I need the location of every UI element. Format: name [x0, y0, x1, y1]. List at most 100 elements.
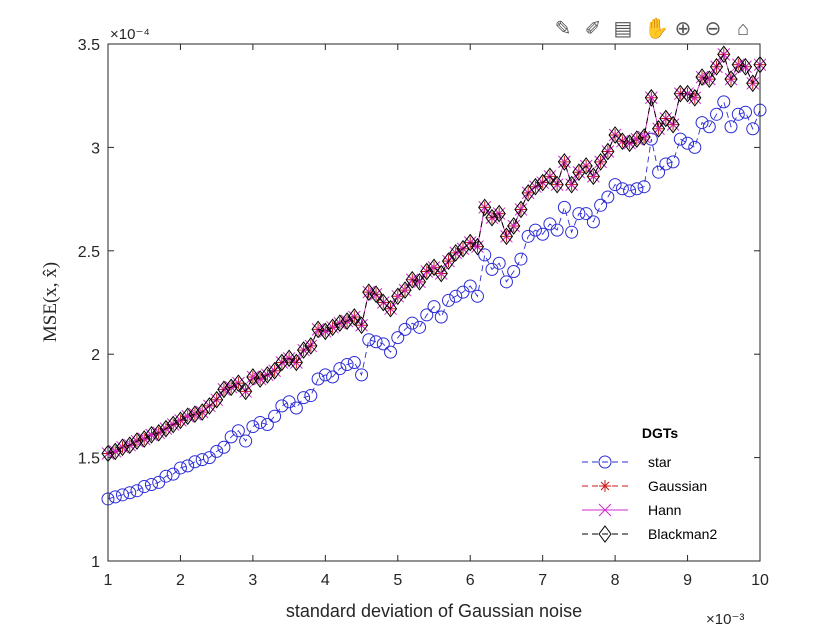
data-point	[586, 167, 601, 186]
zoom-out-icon[interactable]: ⊖	[704, 18, 722, 40]
data-point	[739, 105, 753, 119]
data-point	[528, 223, 542, 237]
axis-ticks: 1 2 3 4 5 6 7 8 9 10 1 1.5 2 2.5 3 3.5	[78, 37, 769, 589]
data-point	[630, 130, 644, 148]
data-point	[188, 407, 202, 421]
data-point	[108, 442, 122, 461]
y-tick-label: 3.5	[78, 37, 100, 54]
data-point	[565, 225, 579, 239]
x-tick-label: 6	[466, 572, 475, 589]
data-point	[651, 119, 666, 138]
series-line	[107, 53, 761, 454]
data-point	[673, 84, 687, 103]
data-point	[166, 415, 180, 434]
data-point	[565, 175, 579, 194]
data-point	[507, 219, 521, 233]
data-point	[376, 337, 390, 351]
data-point	[550, 175, 564, 194]
data-point	[688, 91, 702, 105]
y-tick-label: 2.5	[78, 244, 100, 261]
data-point	[586, 215, 600, 229]
data-point	[275, 353, 289, 372]
data-point	[572, 207, 586, 221]
data-point	[144, 426, 159, 444]
data-point	[326, 370, 340, 384]
data-point	[652, 165, 666, 179]
data-point	[427, 300, 441, 314]
plot-frame	[107, 43, 761, 562]
data-point	[412, 272, 427, 291]
data-point	[239, 434, 253, 448]
data-point	[239, 382, 253, 401]
data-point	[123, 436, 137, 455]
data-point	[695, 116, 709, 130]
data-point	[441, 252, 456, 270]
data-point	[369, 335, 383, 349]
data-point	[485, 208, 499, 227]
series-line	[107, 100, 761, 500]
data-point	[413, 275, 426, 289]
data-point	[115, 438, 130, 457]
series-star	[101, 95, 767, 506]
data-point	[702, 72, 716, 86]
data-point	[478, 248, 492, 262]
data-point	[188, 405, 202, 424]
data-point	[405, 316, 419, 330]
data-point	[558, 155, 571, 169]
data-point	[326, 320, 339, 334]
data-point	[427, 258, 441, 277]
data-point	[347, 308, 361, 326]
home-icon[interactable]: ⌂	[736, 18, 750, 40]
data-tips-icon[interactable]: ▤	[613, 18, 633, 40]
data-point	[514, 252, 528, 266]
data-point	[441, 293, 455, 307]
edit-plot-icon[interactable]: ✎	[554, 18, 572, 40]
data-point	[369, 285, 383, 304]
data-point	[623, 184, 637, 198]
data-point	[499, 275, 513, 289]
data-point	[478, 198, 492, 217]
y-tick-label: 2	[91, 347, 100, 364]
legend-box	[572, 446, 752, 550]
brush-icon[interactable]: ✐	[584, 18, 602, 40]
data-point	[159, 469, 173, 483]
data-point	[565, 178, 578, 191]
data-point	[659, 157, 673, 171]
pan-hand-icon[interactable]: ✋	[644, 18, 669, 40]
legend-entry-label: Blackman2	[648, 526, 717, 542]
data-point	[709, 57, 724, 76]
data-point	[673, 132, 687, 146]
data-point	[514, 200, 528, 219]
y-tick-label: 1	[91, 554, 100, 571]
data-point	[470, 237, 485, 256]
data-point	[738, 57, 753, 76]
data-point	[608, 126, 622, 144]
data-point	[253, 370, 267, 388]
y-axis-label: MSE(x, x̂)	[40, 262, 61, 342]
zoom-in-icon[interactable]: ⊕	[674, 18, 692, 40]
data-point	[231, 424, 245, 438]
data-point	[579, 207, 593, 221]
data-point	[507, 217, 521, 235]
data-point	[354, 316, 369, 335]
data-point	[181, 409, 195, 423]
data-point	[181, 407, 195, 426]
data-point	[622, 134, 637, 153]
x-tick-label: 5	[393, 572, 402, 589]
data-point	[362, 333, 376, 347]
data-point	[731, 58, 745, 72]
data-point	[224, 378, 238, 397]
x-axis-label: standard deviation of Gaussian noise	[286, 601, 582, 621]
data-point	[340, 312, 354, 330]
data-point	[652, 122, 665, 136]
data-point	[587, 169, 600, 183]
data-point	[702, 120, 716, 134]
data-point	[195, 453, 209, 467]
data-point	[246, 370, 260, 384]
data-point	[318, 325, 332, 338]
x-tick-label: 10	[751, 572, 769, 589]
data-point	[383, 299, 398, 318]
data-point	[601, 142, 615, 161]
data-point	[137, 430, 151, 448]
data-point	[267, 361, 282, 380]
